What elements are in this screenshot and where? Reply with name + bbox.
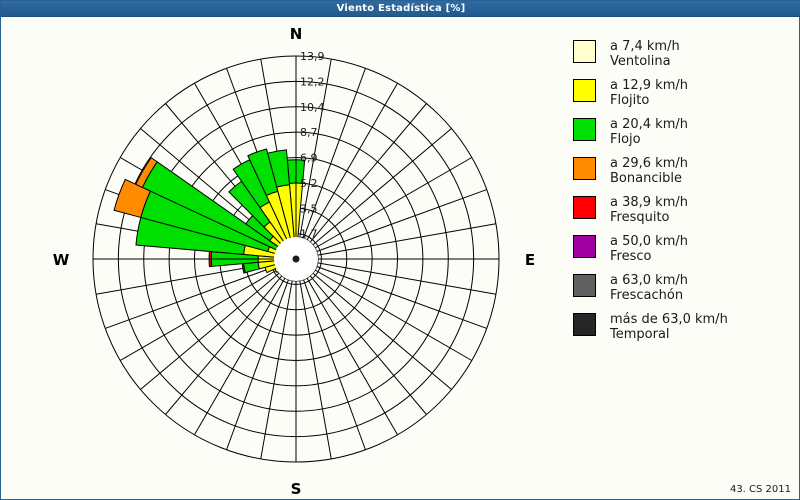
legend-speed: más de 63,0 km/h: [610, 312, 728, 327]
legend-name: Fresco: [610, 249, 652, 264]
legend-swatch: [573, 196, 596, 219]
legend-name: Ventolina: [610, 54, 671, 69]
legend-name: Temporal: [610, 327, 670, 342]
radial-tick-label: 12,2: [300, 75, 325, 88]
legend-label: a 29,6 km/h Bonancible: [610, 156, 688, 186]
legend-speed: a 50,0 km/h: [610, 234, 688, 249]
compass-label-east: E: [525, 251, 535, 269]
radial-tick-labels: 1,7 3,5 5,2 6,9 8,7 10,4 12,2 13,9: [300, 50, 325, 241]
legend-speed: a 29,6 km/h: [610, 156, 688, 171]
legend-name: Fresquito: [610, 210, 670, 225]
window-title-bar: Viento Estadística [%]: [1, 1, 800, 17]
legend-swatch: [573, 274, 596, 297]
legend-name: Frescachón: [610, 288, 684, 303]
legend-speed: a 12,9 km/h: [610, 78, 688, 93]
wind-rose-svg: 1,7 3,5 5,2 6,9 8,7 10,4 12,2 13,9 N E S W: [53, 25, 535, 498]
compass-label-north: N: [290, 25, 303, 43]
radial-tick-label: 5,2: [300, 177, 318, 190]
legend-item[interactable]: a 29,6 km/h Bonancible: [573, 156, 793, 186]
legend-swatch: [573, 118, 596, 141]
legend-label: a 20,4 km/h Flojo: [610, 117, 688, 147]
legend: a 7,4 km/h Ventolina a 12,9 km/h Flojito…: [573, 39, 793, 351]
radial-tick-label: 3,5: [300, 202, 318, 215]
radial-tick-label: 8,7: [300, 126, 318, 139]
legend-name: Flojito: [610, 93, 650, 108]
legend-label: más de 63,0 km/h Temporal: [610, 312, 728, 342]
legend-swatch: [573, 79, 596, 102]
radial-tick-label: 6,9: [300, 152, 318, 165]
legend-item[interactable]: a 38,9 km/h Fresquito: [573, 195, 793, 225]
radial-tick-label: 1,7: [300, 228, 318, 241]
legend-name: Flojo: [610, 132, 641, 147]
legend-swatch: [573, 235, 596, 258]
legend-swatch: [573, 313, 596, 336]
compass-labels: N E S W: [53, 25, 535, 498]
window-title: Viento Estadística [%]: [336, 3, 466, 14]
legend-item[interactable]: a 50,0 km/h Fresco: [573, 234, 793, 264]
legend-item[interactable]: más de 63,0 km/h Temporal: [573, 312, 793, 342]
legend-swatch: [573, 157, 596, 180]
legend-speed: a 38,9 km/h: [610, 195, 688, 210]
compass-label-west: W: [53, 251, 70, 269]
legend-item[interactable]: a 20,4 km/h Flojo: [573, 117, 793, 147]
legend-name: Bonancible: [610, 171, 682, 186]
compass-label-south: S: [291, 480, 302, 498]
legend-label: a 63,0 km/h Frescachón: [610, 273, 688, 303]
legend-item[interactable]: a 7,4 km/h Ventolina: [573, 39, 793, 69]
center-hole: [274, 237, 318, 281]
legend-speed: a 20,4 km/h: [610, 117, 688, 132]
legend-label: a 50,0 km/h Fresco: [610, 234, 688, 264]
legend-label: a 7,4 km/h Ventolina: [610, 39, 680, 69]
legend-speed: a 7,4 km/h: [610, 39, 680, 54]
legend-item[interactable]: a 12,9 km/h Flojito: [573, 78, 793, 108]
legend-swatch: [573, 40, 596, 63]
legend-item[interactable]: a 63,0 km/h Frescachón: [573, 273, 793, 303]
radial-tick-label: 13,9: [300, 50, 325, 63]
wind-rose-plot: 1,7 3,5 5,2 6,9 8,7 10,4 12,2 13,9 N E S W: [2, 18, 562, 499]
radial-tick-label: 10,4: [300, 101, 325, 114]
footer-note: 43. CS 2011: [729, 484, 791, 495]
legend-label: a 38,9 km/h Fresquito: [610, 195, 688, 225]
legend-speed: a 63,0 km/h: [610, 273, 688, 288]
legend-label: a 12,9 km/h Flojito: [610, 78, 688, 108]
